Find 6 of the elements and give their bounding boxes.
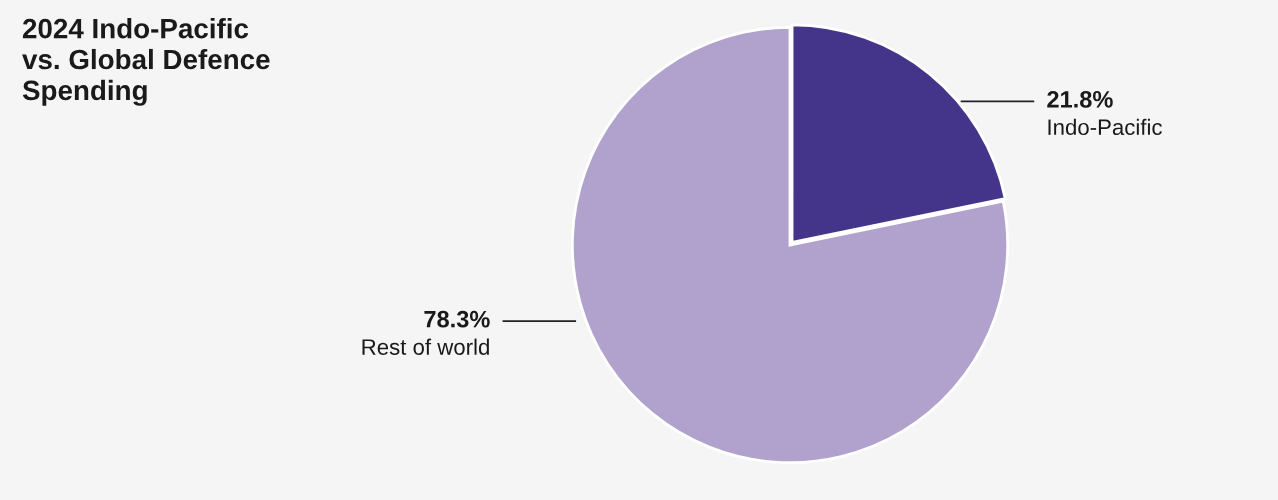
slice-label: Indo-Pacific	[1048, 118, 1162, 136]
slice-label: Rest of world	[362, 338, 489, 355]
data-label: 78.3%	[424, 310, 490, 328]
text: 2024 Indo-Pacific vs. Global Defence Spending	[22, 18, 270, 106]
pie-slice	[570, 25, 1010, 465]
data-label: 21.8%	[1047, 90, 1113, 108]
